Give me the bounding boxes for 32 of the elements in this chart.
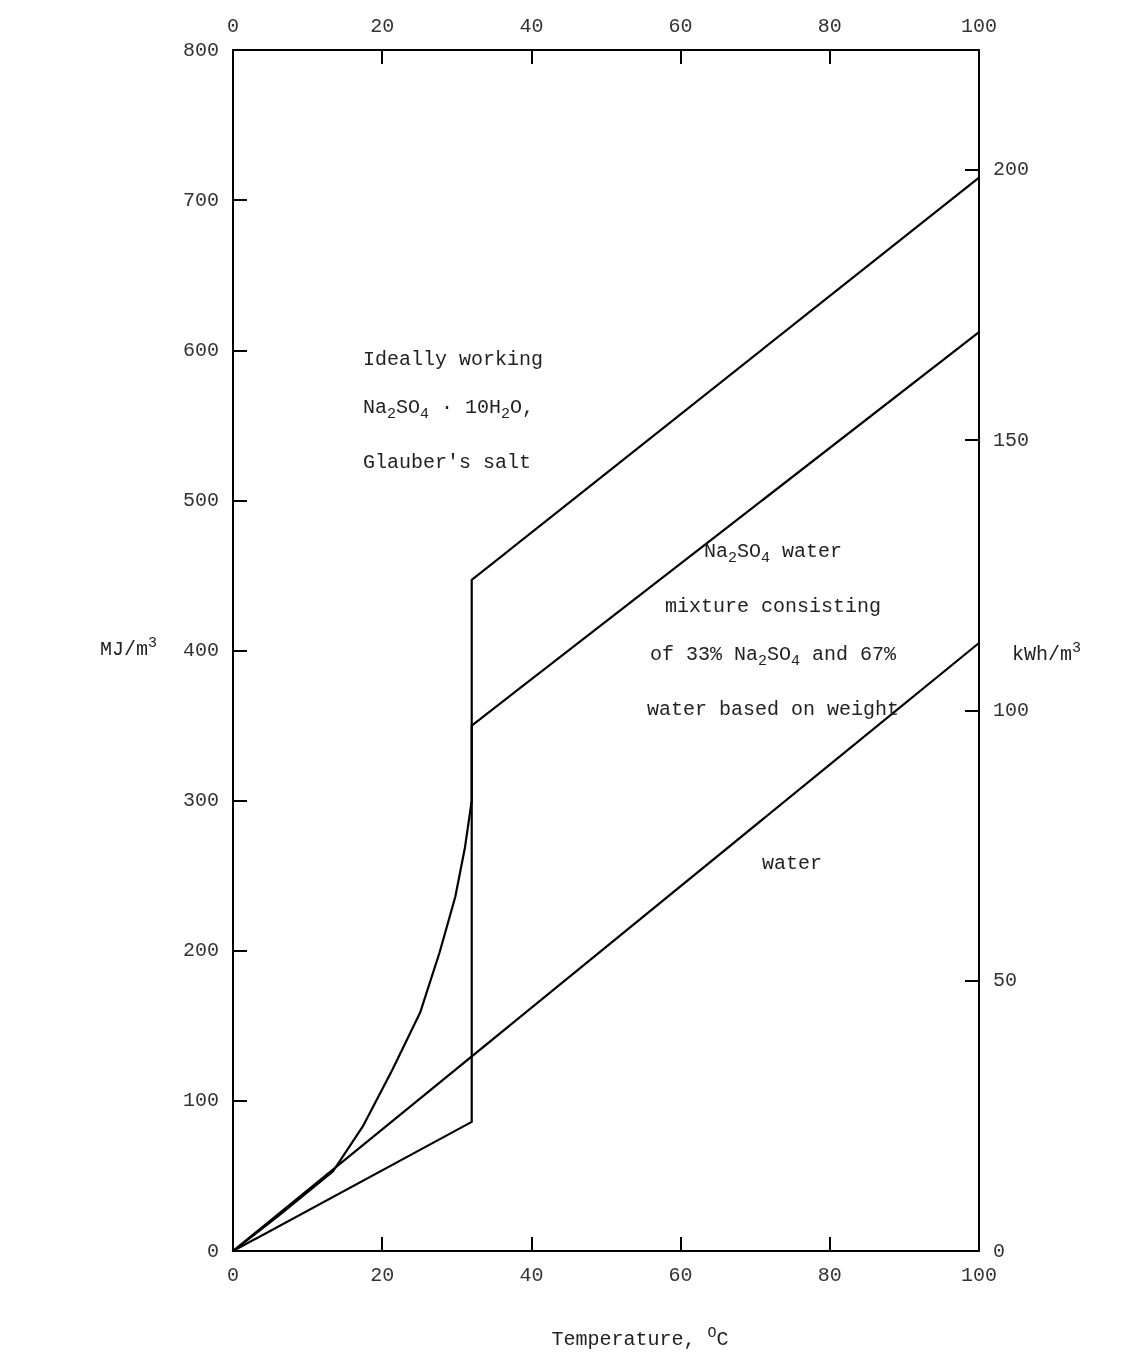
x2-tick-label: 100 (960, 14, 998, 38)
text: Na$_{2}$SO$_{4}$ water mixture consisting of 33% Na$_{2}$SO$_{4}$ and 67% water based on weight (646, 540, 900, 721)
x2-tick-label: 60 (668, 14, 693, 38)
y-tick-label: 600 (182, 338, 219, 362)
x-tick-label: 0 (226, 1263, 240, 1287)
y2-tick-label: 0 (993, 1239, 1006, 1263)
y2-tick-label: 200 (993, 158, 1030, 182)
x2-tick-label: 0 (226, 14, 240, 38)
y-tick-label: 300 (182, 789, 219, 813)
text: Ideally working Na$_{2}$SO$_{4}$ · 10H$_{2}$O, Glauber's salt (363, 348, 544, 474)
y-tick-label: 800 (182, 38, 219, 62)
x-tick-label: 20 (370, 1263, 395, 1287)
y2-tick-label: 100 (993, 699, 1030, 722)
y-tick-label: 100 (182, 1089, 219, 1113)
y-axis-title: MJ/m$^{3}$ (100, 634, 158, 663)
x-tick-label: 80 (817, 1263, 842, 1287)
y-tick-label: 400 (182, 639, 219, 662)
x-axis-title: Temperature, $^{O}$C (550, 1324, 730, 1353)
x2-tick-label: 40 (519, 14, 544, 38)
x2-tick-label: 20 (370, 14, 395, 38)
y2-tick-label: 50 (993, 969, 1018, 993)
y2-tick-label: 150 (993, 428, 1030, 452)
x2-tick-label: 80 (817, 14, 842, 38)
y-tick-label: 0 (206, 1239, 219, 1263)
y-tick-label: 500 (182, 488, 219, 512)
annotation: water (762, 851, 823, 877)
x-tick-label: 100 (960, 1263, 998, 1287)
y-tick-label: 700 (182, 188, 219, 212)
y2-axis-title: kWh/m$^{3}$ (1012, 639, 1082, 668)
y-tick-label: 200 (182, 939, 219, 963)
x-tick-label: 60 (668, 1263, 693, 1287)
x-tick-label: 40 (519, 1263, 544, 1287)
